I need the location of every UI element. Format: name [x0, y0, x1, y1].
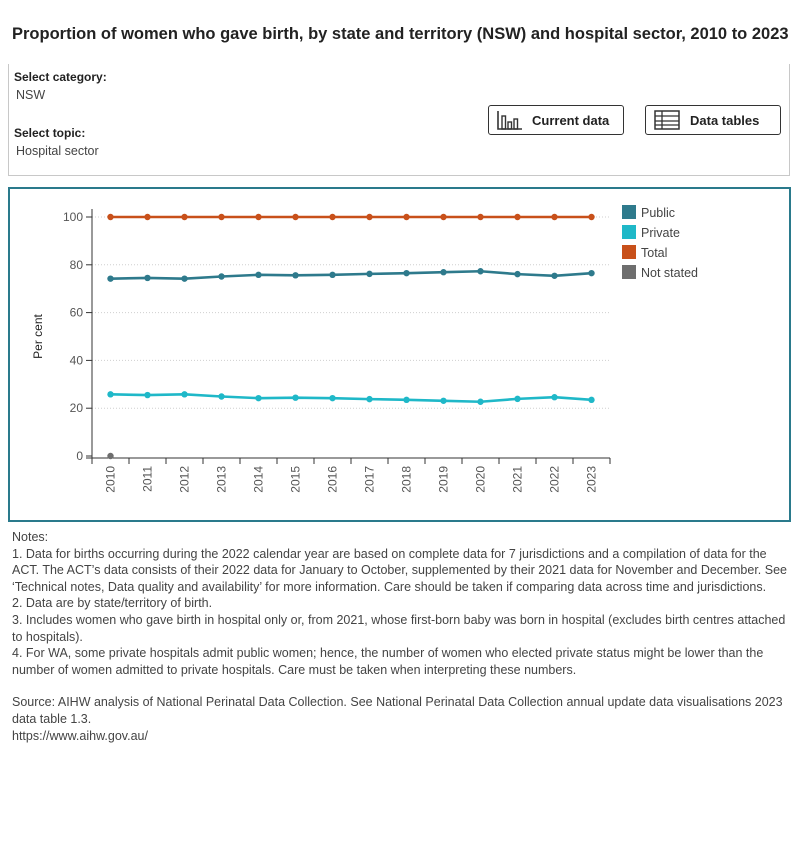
data-point-total[interactable]	[144, 214, 150, 220]
legend-swatch[interactable]	[622, 205, 636, 219]
table-icon	[654, 110, 680, 130]
y-axis-label: Per cent	[31, 313, 45, 358]
y-tick-label: 0	[76, 449, 83, 463]
legend-swatch[interactable]	[622, 225, 636, 239]
data-point-total[interactable]	[551, 214, 557, 220]
data-point-total[interactable]	[329, 214, 335, 220]
data-point-private[interactable]	[514, 396, 520, 402]
data-point-total[interactable]	[218, 214, 224, 220]
data-point-public[interactable]	[477, 268, 483, 274]
data-point-total[interactable]	[181, 214, 187, 220]
data-point-private[interactable]	[366, 396, 372, 402]
line-chart: 0 20 40 60 80 100 Per cent 2010 2011 2012 2013 2014…	[10, 189, 789, 520]
x-tick-label: 2022	[548, 466, 562, 493]
data-tables-button[interactable]: Data tables	[645, 105, 781, 135]
x-tick-label: 2013	[215, 466, 229, 493]
data-point-public[interactable]	[329, 272, 335, 278]
x-tick-label: 2014	[252, 466, 266, 493]
y-tick-label: 20	[70, 401, 84, 415]
x-tick-label: 2017	[363, 466, 377, 493]
data-point-private[interactable]	[292, 394, 298, 400]
bar-chart-icon	[497, 110, 523, 130]
notes-heading: Notes:	[12, 529, 788, 546]
data-point-total[interactable]	[292, 214, 298, 220]
data-point-public[interactable]	[255, 272, 261, 278]
data-point-public[interactable]	[218, 273, 224, 279]
data-point-private[interactable]	[329, 395, 335, 401]
data-point-private[interactable]	[551, 394, 557, 400]
y-tick-label: 80	[70, 258, 84, 272]
legend-label[interactable]: Private	[641, 226, 680, 240]
data-point-private[interactable]	[588, 397, 594, 403]
data-point-public[interactable]	[403, 270, 409, 276]
x-tick-label: 2019	[437, 466, 451, 493]
x-tick-label: 2020	[474, 466, 488, 493]
filter-panel: Select category: NSW Select topic: Hospi…	[8, 64, 790, 176]
x-tick-label: 2011	[141, 466, 155, 492]
source-text: Source: AIHW analysis of National Perina…	[12, 694, 788, 727]
x-tick-label: 2015	[289, 466, 303, 493]
data-point-total[interactable]	[107, 214, 113, 220]
legend-swatch[interactable]	[622, 245, 636, 259]
x-tick-label: 2012	[178, 466, 192, 493]
legend-label[interactable]: Not stated	[641, 266, 698, 280]
data-point-private[interactable]	[181, 391, 187, 397]
data-point-public[interactable]	[292, 272, 298, 278]
topic-label: Select topic:	[14, 126, 85, 140]
data-point-private[interactable]	[255, 395, 261, 401]
data-point-private[interactable]	[403, 397, 409, 403]
legend-label[interactable]: Public	[641, 206, 675, 220]
data-point-public[interactable]	[588, 270, 594, 276]
data-point-public[interactable]	[440, 269, 446, 275]
notes-section: Notes: 1. Data for births occurring duri…	[12, 529, 788, 744]
data-point-private[interactable]	[107, 391, 113, 397]
data-point-total[interactable]	[588, 214, 594, 220]
data-point-public[interactable]	[144, 275, 150, 281]
data-point-total[interactable]	[440, 214, 446, 220]
current-data-button[interactable]: Current data	[488, 105, 624, 135]
note-item: 1. Data for births occurring during the …	[12, 546, 788, 596]
x-tick-label: 2018	[400, 466, 414, 493]
data-point-total[interactable]	[514, 214, 520, 220]
data-point-private[interactable]	[218, 393, 224, 399]
topic-select[interactable]: Hospital sector	[16, 144, 99, 158]
data-tables-label: Data tables	[690, 113, 759, 128]
current-data-label: Current data	[532, 113, 609, 128]
data-point-private[interactable]	[144, 392, 150, 398]
category-select[interactable]: NSW	[16, 88, 45, 102]
data-point-total[interactable]	[255, 214, 261, 220]
data-point-total[interactable]	[477, 214, 483, 220]
x-tick-label: 2021	[511, 466, 525, 493]
y-tick-label: 60	[70, 306, 84, 320]
data-point-total[interactable]	[403, 214, 409, 220]
source-link[interactable]: https://www.aihw.gov.au/	[12, 728, 788, 745]
data-point-public[interactable]	[551, 273, 557, 279]
data-point-private[interactable]	[477, 399, 483, 405]
note-item: 2. Data are by state/territory of birth.	[12, 595, 788, 612]
y-tick-label: 100	[63, 210, 83, 224]
note-item: 3. Includes women who gave birth in hosp…	[12, 612, 788, 645]
page-title: Proportion of women who gave birth, by s…	[12, 25, 792, 44]
data-point-public[interactable]	[107, 275, 113, 281]
data-point-not-stated[interactable]	[107, 453, 113, 459]
data-point-private[interactable]	[440, 398, 446, 404]
x-tick-label: 2023	[585, 466, 599, 493]
note-item: 4. For WA, some private hospitals admit …	[12, 645, 788, 678]
legend-swatch[interactable]	[622, 265, 636, 279]
category-label: Select category:	[14, 70, 107, 84]
x-tick-label: 2010	[104, 466, 118, 493]
data-point-public[interactable]	[366, 271, 372, 277]
data-point-public[interactable]	[181, 275, 187, 281]
y-tick-label: 40	[70, 353, 84, 367]
legend-label[interactable]: Total	[641, 246, 667, 260]
data-point-total[interactable]	[366, 214, 372, 220]
data-point-public[interactable]	[514, 271, 520, 277]
chart-container: 0 20 40 60 80 100 Per cent 2010 2011 2012 2013 2014…	[8, 187, 791, 522]
x-tick-label: 2016	[326, 466, 340, 493]
